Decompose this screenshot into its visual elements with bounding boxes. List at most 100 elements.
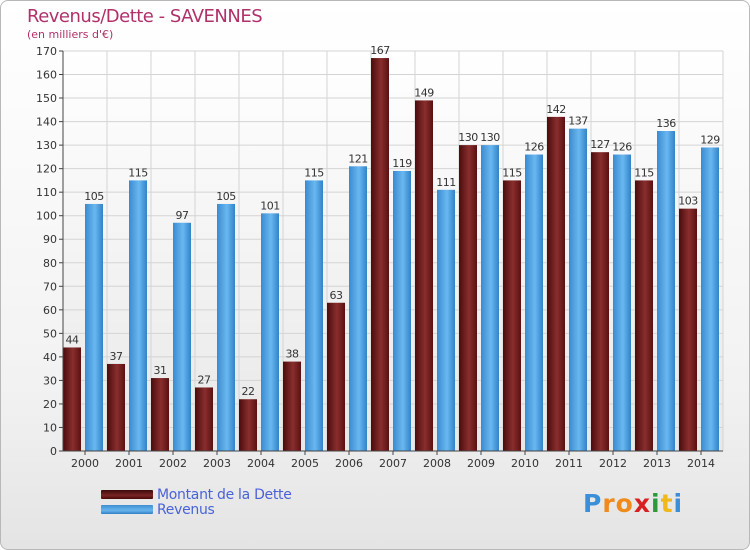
logo-letter: i bbox=[651, 489, 661, 518]
legend-item-debt: Montant de la Dette bbox=[101, 486, 292, 503]
bar-debt bbox=[63, 347, 81, 451]
data-label-revenue: 137 bbox=[568, 115, 588, 128]
x-tick-label: 2014 bbox=[687, 457, 715, 470]
y-tick-label: 20 bbox=[43, 398, 57, 411]
chart-subtitle: (en milliers d'€) bbox=[27, 28, 114, 41]
legend-item-revenue: Revenus bbox=[101, 501, 292, 518]
proxiti-logo: Proxiti bbox=[583, 489, 683, 518]
y-tick-label: 90 bbox=[43, 233, 57, 246]
x-tick-label: 2006 bbox=[335, 457, 363, 470]
x-tick-label: 2013 bbox=[643, 457, 671, 470]
x-tick-label: 2009 bbox=[467, 457, 495, 470]
logo-letter: o bbox=[615, 489, 634, 518]
data-label-debt: 115 bbox=[634, 166, 654, 179]
data-label-debt: 149 bbox=[414, 86, 434, 99]
y-tick-label: 30 bbox=[43, 374, 57, 387]
x-tick-label: 2012 bbox=[599, 457, 627, 470]
chart-title: Revenus/Dette - SAVENNES bbox=[27, 6, 263, 27]
data-label-debt: 115 bbox=[502, 166, 522, 179]
bar-revenue bbox=[173, 222, 191, 451]
data-label-debt: 127 bbox=[590, 138, 610, 151]
y-tick-label: 40 bbox=[43, 351, 57, 364]
legend-label-revenue: Revenus bbox=[157, 501, 215, 518]
bar-debt bbox=[151, 378, 169, 451]
x-tick-label: 2001 bbox=[115, 457, 143, 470]
logo-letter: r bbox=[602, 489, 616, 518]
x-tick-label: 2000 bbox=[71, 457, 99, 470]
bar-revenue bbox=[657, 131, 675, 451]
y-tick-label: 170 bbox=[36, 45, 57, 58]
bar-revenue bbox=[129, 180, 147, 452]
x-tick-label: 2010 bbox=[511, 457, 539, 470]
data-label-debt: 63 bbox=[330, 289, 343, 302]
bar-revenue bbox=[85, 203, 103, 451]
bar-debt bbox=[591, 152, 609, 452]
data-label-debt: 31 bbox=[154, 364, 167, 377]
data-label-debt: 130 bbox=[458, 131, 478, 144]
bar-revenue bbox=[481, 145, 499, 451]
data-label-revenue: 119 bbox=[392, 157, 412, 170]
data-label-revenue: 115 bbox=[304, 166, 324, 179]
bar-debt bbox=[679, 208, 697, 451]
data-label-debt: 22 bbox=[242, 385, 255, 398]
bar-revenue bbox=[437, 189, 455, 451]
y-tick-label: 110 bbox=[36, 186, 57, 199]
data-label-revenue: 136 bbox=[656, 117, 676, 130]
data-label-revenue: 111 bbox=[436, 176, 456, 189]
legend-swatch-revenue bbox=[101, 505, 153, 514]
data-label-debt: 142 bbox=[546, 103, 566, 116]
y-tick-label: 80 bbox=[43, 257, 57, 270]
bar-revenue bbox=[349, 166, 367, 451]
logo-letter: i bbox=[673, 489, 684, 518]
bar-debt bbox=[371, 58, 389, 451]
x-tick-label: 2007 bbox=[379, 457, 407, 470]
y-tick-label: 60 bbox=[43, 304, 57, 317]
data-label-revenue: 130 bbox=[480, 131, 500, 144]
legend: Montant de la Dette Revenus bbox=[101, 486, 292, 518]
y-tick-label: 150 bbox=[36, 92, 57, 105]
y-tick-label: 120 bbox=[36, 163, 57, 176]
bar-revenue bbox=[701, 147, 719, 451]
bar-debt bbox=[635, 180, 653, 452]
data-label-revenue: 126 bbox=[612, 141, 632, 154]
data-label-revenue: 105 bbox=[84, 190, 104, 203]
bar-revenue bbox=[525, 154, 543, 451]
y-tick-label: 130 bbox=[36, 139, 57, 152]
x-tick-label: 2008 bbox=[423, 457, 451, 470]
bar-debt bbox=[415, 100, 433, 451]
data-label-revenue: 105 bbox=[216, 190, 236, 203]
data-label-debt: 167 bbox=[370, 44, 390, 57]
x-tick-label: 2002 bbox=[159, 457, 187, 470]
bar-debt bbox=[283, 361, 301, 451]
y-tick-label: 10 bbox=[43, 421, 57, 434]
bar-debt bbox=[503, 180, 521, 452]
logo-letter: P bbox=[583, 489, 603, 518]
data-label-revenue: 101 bbox=[260, 199, 280, 212]
y-tick-label: 160 bbox=[36, 69, 57, 82]
data-label-revenue: 126 bbox=[524, 141, 544, 154]
bar-revenue bbox=[613, 154, 631, 451]
data-label-revenue: 97 bbox=[176, 209, 189, 222]
legend-swatch-debt bbox=[101, 490, 153, 499]
bar-debt bbox=[547, 116, 565, 451]
y-tick-label: 140 bbox=[36, 116, 57, 129]
bar-debt bbox=[107, 363, 125, 451]
x-tick-label: 2003 bbox=[203, 457, 231, 470]
data-label-debt: 103 bbox=[678, 195, 698, 208]
data-label-debt: 37 bbox=[110, 350, 123, 363]
x-tick-label: 2005 bbox=[291, 457, 319, 470]
data-label-debt: 38 bbox=[286, 348, 299, 361]
bar-revenue bbox=[217, 203, 235, 451]
x-tick-label: 2004 bbox=[247, 457, 275, 470]
data-label-revenue: 115 bbox=[128, 166, 148, 179]
data-label-revenue: 121 bbox=[348, 152, 368, 165]
bar-debt bbox=[195, 387, 213, 451]
bar-revenue bbox=[393, 171, 411, 451]
logo-letter: t bbox=[660, 489, 674, 518]
y-tick-label: 100 bbox=[36, 210, 57, 223]
y-tick-label: 70 bbox=[43, 280, 57, 293]
logo-letter: x bbox=[633, 489, 651, 518]
legend-label-debt: Montant de la Dette bbox=[157, 486, 292, 503]
y-tick-label: 50 bbox=[43, 327, 57, 340]
